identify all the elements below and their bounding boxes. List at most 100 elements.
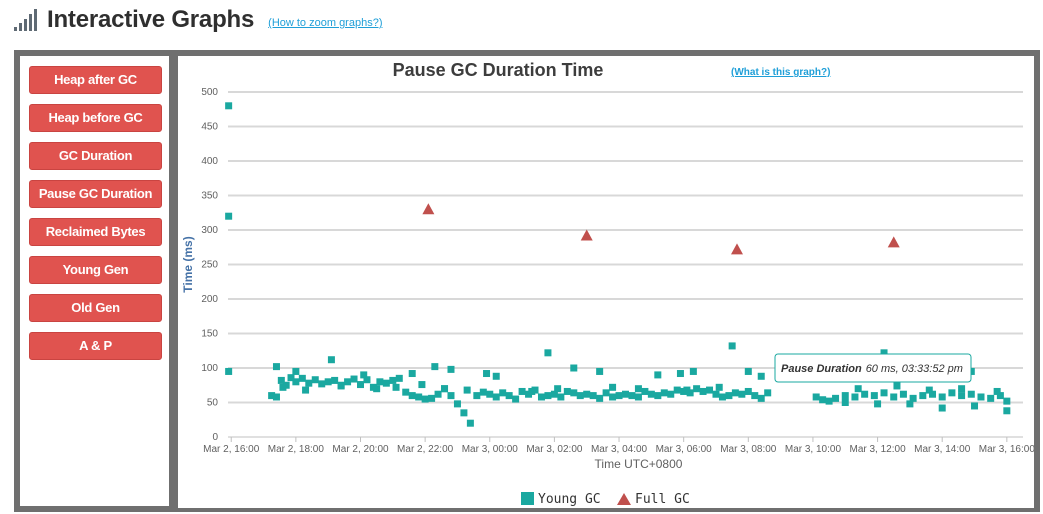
young-gc-point <box>466 419 474 427</box>
young-gc-point <box>596 367 604 375</box>
x-tick-label: Mar 2, 22:00 <box>397 444 454 455</box>
x-tick-labels: Mar 2, 16:00 Mar 2, 18:00 Mar 2, 20:00 Mar … <box>203 437 1035 455</box>
young-gc-point <box>893 382 901 390</box>
young-gc-point <box>544 349 552 357</box>
young-gc-point <box>441 385 449 393</box>
page-title: Interactive Graphs <box>47 6 255 33</box>
young-gc-point <box>492 372 500 380</box>
young-gc-point <box>622 390 629 398</box>
young-gc-point <box>706 386 714 394</box>
young-gc-point <box>725 392 733 400</box>
young-gen-button[interactable]: Young Gen <box>29 256 162 284</box>
young-gc-point <box>311 376 319 384</box>
heap-before-gc-button[interactable]: Heap before GC <box>29 104 162 132</box>
young-gc-point <box>550 390 558 398</box>
young-gc-point <box>554 385 562 393</box>
young-gc-point <box>757 394 765 402</box>
chart-legend: Young GC Full GC <box>521 492 690 507</box>
young-gc-point <box>870 392 878 400</box>
graphs-frame: Heap after GC Heap before GC GC Duration… <box>14 50 1040 512</box>
young-gc-point <box>958 392 966 400</box>
full-gc-point <box>422 203 435 215</box>
young-gc-point <box>570 364 578 372</box>
legend-young-gc-label[interactable]: Young GC <box>538 492 601 507</box>
young-gc-point <box>357 381 364 389</box>
young-gc-point <box>576 392 584 400</box>
young-gc-point <box>434 390 442 398</box>
legend-young-gc-marker[interactable] <box>521 492 534 505</box>
young-gc-point <box>272 393 280 401</box>
young-gc-point <box>292 367 300 375</box>
x-tick-label: Mar 3, 14:00 <box>914 444 971 455</box>
young-gc-point <box>987 394 995 402</box>
young-gc-point <box>350 375 358 383</box>
young-gc-point <box>318 380 326 388</box>
young-gc-point <box>596 394 604 402</box>
young-gc-point <box>431 363 439 371</box>
y-tick-label: 50 <box>207 398 219 409</box>
old-gen-button[interactable]: Old Gen <box>29 294 162 322</box>
gc-duration-button[interactable]: GC Duration <box>29 142 162 170</box>
young-gc-point <box>948 389 956 397</box>
chart-title: Pause GC Duration Time <box>393 60 604 80</box>
young-gc-point <box>683 386 691 394</box>
young-gc-point <box>492 393 500 401</box>
young-gc-point <box>373 385 381 393</box>
young-gc-point <box>528 387 536 395</box>
what-is-this-graph-link[interactable]: (What is this graph?) <box>731 67 830 78</box>
full-gc-point <box>730 243 743 255</box>
x-tick-label: Mar 2, 20:00 <box>332 444 389 455</box>
pause-gc-duration-button[interactable]: Pause GC Duration <box>29 180 162 208</box>
young-gc-point <box>874 400 882 408</box>
x-tick-label: Mar 3, 04:00 <box>591 444 648 455</box>
page-header: Interactive Graphs (How to zoom graphs?) <box>14 4 382 34</box>
young-gc-point <box>272 363 280 371</box>
legend-full-gc-marker[interactable] <box>617 493 631 505</box>
legend-full-gc-label[interactable]: Full GC <box>635 492 690 507</box>
young-gc-point <box>537 393 545 401</box>
full-gc-series <box>422 203 900 255</box>
young-gc-point <box>728 342 736 350</box>
x-tick-label: Mar 3, 08:00 <box>720 444 777 455</box>
pause-gc-chart[interactable]: Pause GC Duration Time (What is this gra… <box>178 56 1035 508</box>
young-gc-point <box>225 102 233 110</box>
young-gc-point <box>654 392 662 400</box>
how-to-zoom-link[interactable]: (How to zoom graphs?) <box>268 17 383 29</box>
young-gc-point <box>225 212 233 220</box>
young-gc-point <box>851 393 859 401</box>
young-gc-point <box>712 390 720 398</box>
y-tick-label: 100 <box>201 363 218 374</box>
full-gc-point <box>887 236 900 248</box>
young-gc-point <box>382 379 390 387</box>
young-gc-point <box>693 385 701 393</box>
x-axis-title: Time UTC+0800 <box>595 457 683 471</box>
a-and-p-button[interactable]: A & P <box>29 332 162 360</box>
young-gc-point <box>967 390 975 398</box>
young-gc-point <box>589 392 597 400</box>
young-gc-point <box>628 392 636 400</box>
young-gc-point <box>512 395 520 403</box>
young-gc-point <box>667 390 675 398</box>
young-gc-point <box>344 378 352 386</box>
young-gc-point <box>676 370 684 378</box>
heap-after-gc-button[interactable]: Heap after GC <box>29 66 162 94</box>
young-gc-point <box>854 385 862 393</box>
young-gc-point <box>841 399 849 406</box>
signal-bars-icon <box>14 9 41 31</box>
young-gc-point <box>841 392 849 400</box>
young-gc-point <box>302 386 310 394</box>
reclaimed-bytes-button[interactable]: Reclaimed Bytes <box>29 218 162 246</box>
tooltip-box <box>774 353 972 383</box>
young-gc-point <box>929 390 937 398</box>
young-gc-point <box>327 356 335 364</box>
young-gc-point <box>447 365 455 373</box>
young-gc-point <box>279 383 287 391</box>
young-gc-point <box>363 376 371 384</box>
young-gc-point <box>757 372 765 380</box>
young-gc-point <box>402 388 410 396</box>
young-gc-point <box>337 382 345 390</box>
young-gc-point <box>415 393 423 401</box>
young-gc-point <box>660 389 668 397</box>
tooltip-label: Pause Duration <box>781 363 862 375</box>
young-gc-point <box>499 389 507 397</box>
